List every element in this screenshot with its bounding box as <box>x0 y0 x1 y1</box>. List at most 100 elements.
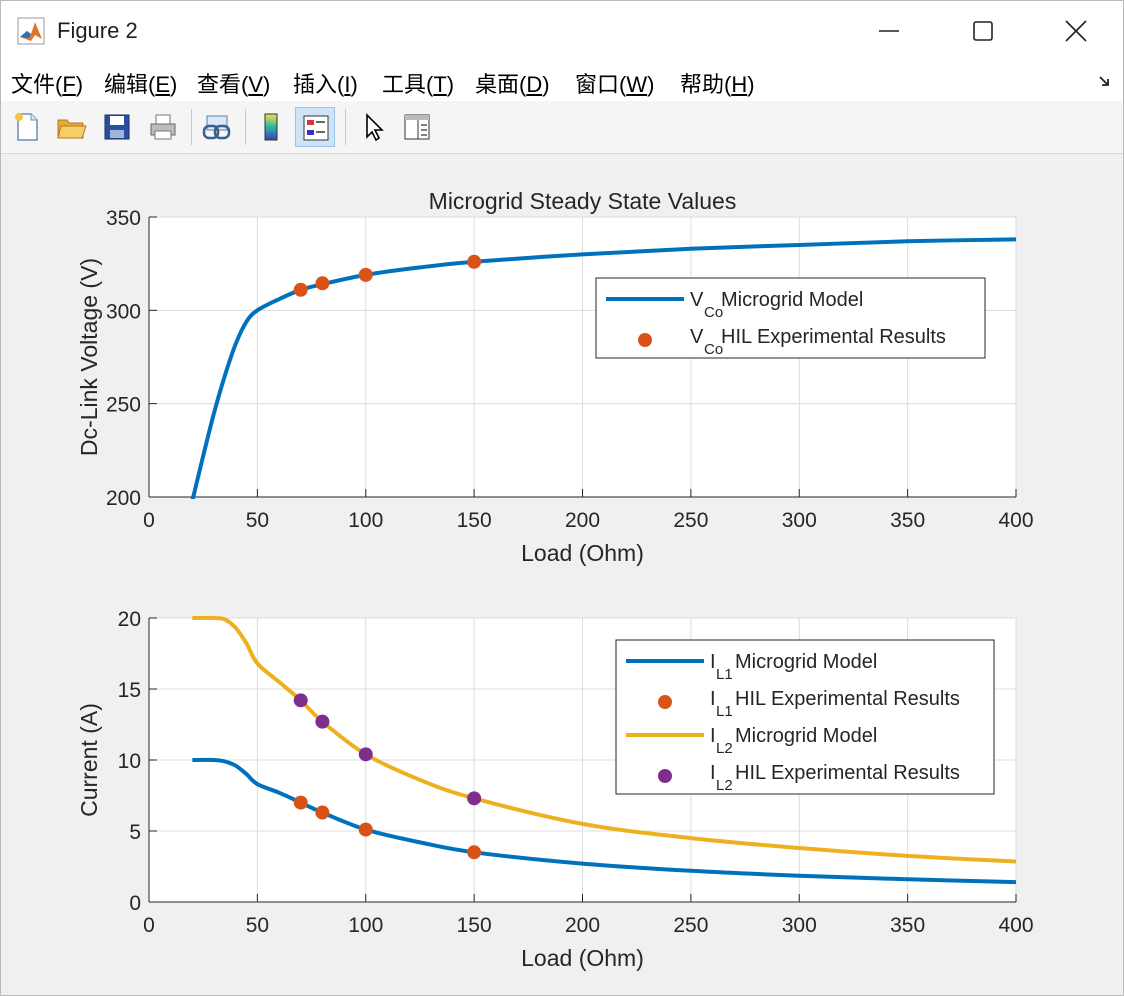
series-line-3 <box>192 616 1016 864</box>
y-tick-label: 5 <box>129 821 141 844</box>
x-tick-label: 400 <box>998 914 1033 937</box>
legend-marker-swatch <box>658 769 672 783</box>
legend-subscript: Co <box>704 304 723 321</box>
maximize-icon <box>973 21 993 41</box>
link-plot-button[interactable] <box>197 107 237 147</box>
data-point <box>358 822 373 837</box>
x-tick-label: 200 <box>565 914 600 937</box>
x-tick-label: 400 <box>998 509 1033 532</box>
legend-subscript: L2 <box>716 777 733 794</box>
menu-edit[interactable]: 编辑(E) <box>104 72 178 97</box>
legend-box <box>595 277 986 359</box>
data-point <box>293 282 308 297</box>
legend-symbol: I <box>710 762 716 784</box>
maximize-button[interactable] <box>937 1 1029 61</box>
x-tick-label: 150 <box>457 509 492 532</box>
expand-toolstrip-icon[interactable] <box>1097 73 1113 89</box>
legend-label: Microgrid Model <box>735 725 877 747</box>
data-point <box>293 693 308 708</box>
insert-legend-button[interactable] <box>295 107 335 147</box>
property-inspector-button[interactable] <box>397 107 437 147</box>
minimize-icon <box>879 30 899 32</box>
x-tick-label: 100 <box>348 914 383 937</box>
y-tick-label: 200 <box>106 487 141 510</box>
data-point <box>358 747 373 762</box>
x-tick-label: 50 <box>246 914 269 937</box>
figure-canvas: 0 50 100 150 200 250 300 350 400200250300350Load… <box>76 188 1034 971</box>
y-tick-label: 10 <box>118 750 141 773</box>
title-bar[interactable]: Figure 2 <box>1 1 1123 61</box>
data-point <box>315 805 330 820</box>
y-tick-label: 15 <box>118 679 141 702</box>
menu-file[interactable]: 文件(F) <box>11 72 84 97</box>
legend-label: HIL Experimental Results <box>735 688 960 710</box>
x-tick-label: 300 <box>782 914 817 937</box>
save-button[interactable] <box>97 107 137 147</box>
menu-insert[interactable]: 插入(I) <box>293 72 358 97</box>
insert-colorbar-button[interactable] <box>251 107 291 147</box>
legend-marker-swatch <box>638 333 652 347</box>
close-icon <box>1065 20 1087 42</box>
new-figure-button[interactable] <box>7 107 47 147</box>
data-point <box>315 714 330 729</box>
x-tick-label: 350 <box>890 509 925 532</box>
y-axis-label: Dc-Link Voltage (V) <box>76 258 102 456</box>
print-button[interactable] <box>143 107 183 147</box>
axes-1: 0 50 100 150 200 250 300 350 400 200 250 300 350 Load… <box>76 188 1034 566</box>
matlab-logo-icon <box>17 17 45 45</box>
x-tick-label: 250 <box>673 914 708 937</box>
menu-tools[interactable]: 工具(T) <box>382 72 455 97</box>
menu-desktop[interactable]: 桌面(D) <box>475 72 550 97</box>
data-point <box>467 791 482 806</box>
y-tick-label: 250 <box>106 394 141 417</box>
x-tick-label: 150 <box>457 914 492 937</box>
legend-icon <box>303 115 329 141</box>
x-tick-label: 250 <box>673 509 708 532</box>
data-point <box>467 254 482 269</box>
x-tick-label: 300 <box>782 509 817 532</box>
y-tick-label: 20 <box>118 608 141 631</box>
new-figure-icon <box>15 113 38 141</box>
menu-bar: 文件(F) 编辑(E) 查看(V) 插入(I) 工具(T) 桌面(D) 窗口(W… <box>1 61 1123 101</box>
data-point <box>315 276 330 291</box>
x-tick-label: 200 <box>565 509 600 532</box>
x-tick-label: 350 <box>890 914 925 937</box>
toolbar-separator <box>191 109 192 145</box>
x-axis-label: Load (Ohm) <box>521 945 644 971</box>
minimize-button[interactable] <box>843 1 935 61</box>
legend-label: HIL Experimental Results <box>735 762 960 784</box>
legend-subscript: L1 <box>716 703 733 720</box>
x-tick-label: 0 <box>143 914 155 937</box>
menu-help[interactable]: 帮助(H) <box>680 72 755 97</box>
y-tick-label: 300 <box>106 300 141 323</box>
legend-box <box>615 639 995 795</box>
open-file-icon <box>57 119 87 139</box>
legend-symbol: I <box>710 688 716 710</box>
series-line-1 <box>192 757 1016 885</box>
print-icon <box>150 114 176 140</box>
legend-marker-swatch <box>658 695 672 709</box>
y-tick-label: 0 <box>129 892 141 915</box>
menu-view[interactable]: 查看(V) <box>197 72 271 97</box>
legend-subscript: L1 <box>716 666 733 683</box>
legend-subscript: Co <box>704 341 723 358</box>
window-title: Figure 2 <box>57 18 138 43</box>
x-tick-label: 100 <box>348 509 383 532</box>
legend-symbol: V <box>690 326 704 348</box>
legend-label: Microgrid Model <box>721 289 863 311</box>
edit-plot-button[interactable] <box>353 107 393 147</box>
link-plot-icon <box>202 115 231 140</box>
menu-window[interactable]: 窗口(W) <box>575 72 655 97</box>
x-tick-label: 0 <box>143 509 155 532</box>
close-button[interactable] <box>1030 1 1122 61</box>
axes-2: 0 50 100 150 200 250 300 350 400 0 5 10 15 20 Load (Oh… <box>76 608 1034 971</box>
toolbar-separator <box>245 109 246 145</box>
legend-symbol: V <box>690 289 704 311</box>
data-point <box>358 267 373 282</box>
legend-symbol: I <box>710 725 716 747</box>
legend-symbol: I <box>710 651 716 673</box>
legend-subscript: L2 <box>716 740 733 757</box>
open-file-button[interactable] <box>51 107 91 147</box>
